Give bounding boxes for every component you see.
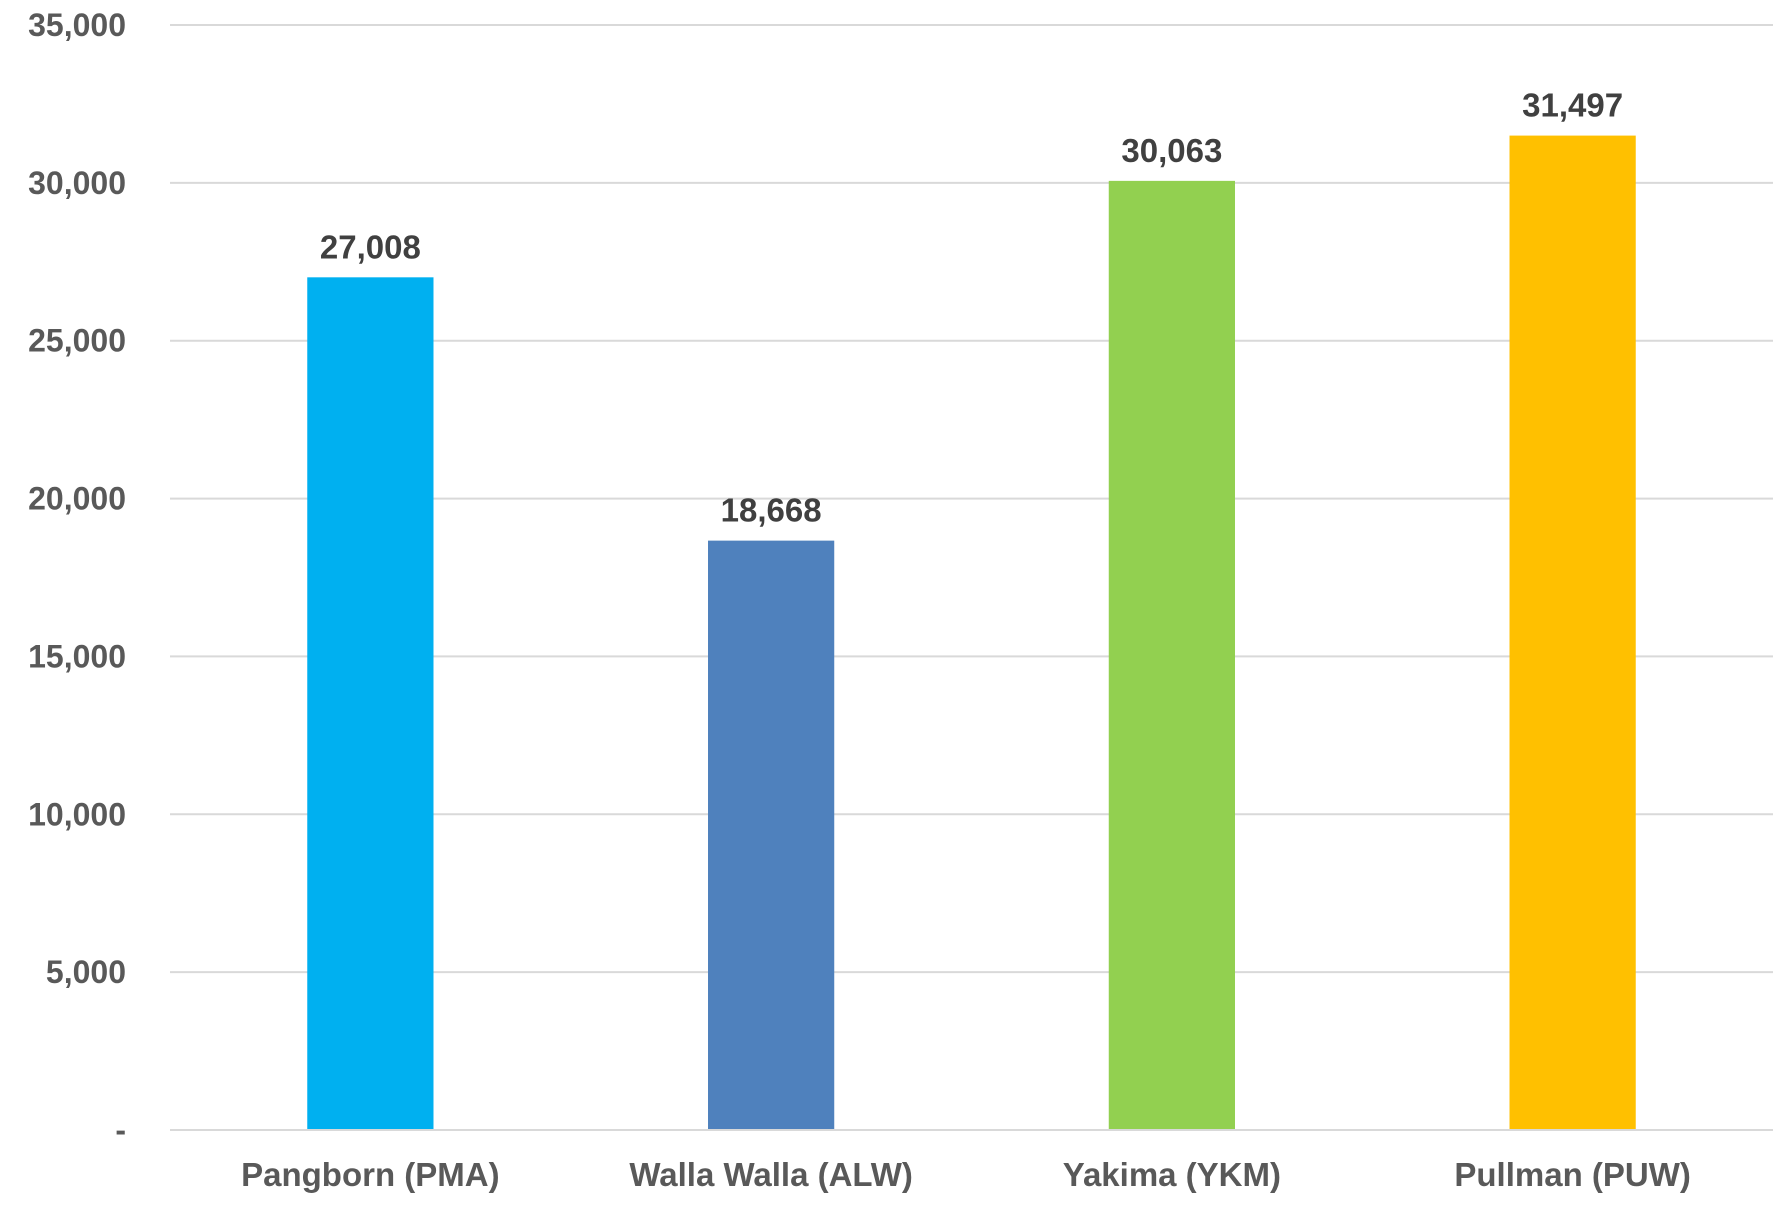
gridlines	[170, 24, 1773, 974]
labels: - 5,000 10,000 15,000 20,000 25,000 30,000 35,0…	[28, 7, 1691, 1193]
data-label: 18,668	[721, 492, 822, 529]
bars	[307, 135, 1636, 1130]
bar	[708, 540, 835, 1130]
y-tick-label: -	[115, 1112, 126, 1148]
y-tick-label: 15,000	[28, 638, 126, 674]
bar	[307, 277, 434, 1130]
x-tick-label: Yakima (YKM)	[1063, 1156, 1281, 1193]
data-label: 27,008	[320, 228, 421, 265]
y-tick-label: 20,000	[28, 481, 126, 517]
y-tick-label: 10,000	[28, 796, 126, 832]
bar	[1108, 180, 1235, 1130]
x-tick-label: Pangborn (PMA)	[241, 1156, 499, 1193]
y-tick-label: 35,000	[28, 7, 126, 43]
y-tick-label: 30,000	[28, 165, 126, 201]
y-tick-label: 25,000	[28, 323, 126, 359]
bar	[1509, 135, 1636, 1130]
x-tick-label: Walla Walla (ALW)	[629, 1156, 913, 1193]
y-tick-label: 5,000	[46, 954, 126, 990]
x-tick-label: Pullman (PUW)	[1454, 1156, 1691, 1193]
data-label: 31,497	[1522, 87, 1623, 124]
data-label: 30,063	[1121, 132, 1222, 169]
